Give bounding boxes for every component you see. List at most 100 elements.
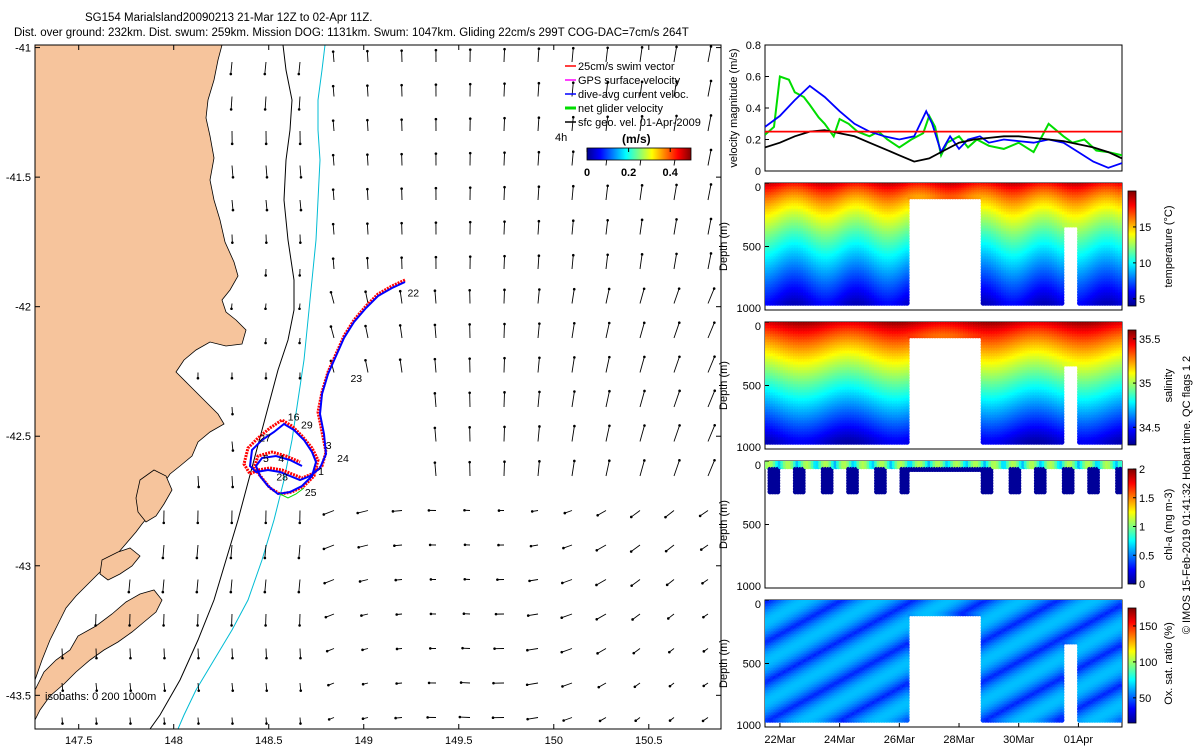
geo-velocity-arrowhead [433, 426, 437, 430]
geo-velocity-arrowhead [361, 682, 365, 686]
geo-velocity-arrow [571, 289, 575, 304]
geo-velocity-arrow [639, 185, 643, 201]
geo-velocity-arrow [196, 544, 199, 558]
geo-velocity-arrow [298, 61, 301, 75]
geo-velocity-arrowhead [713, 424, 716, 427]
geo-velocity-arrowhead [503, 82, 506, 85]
geo-velocity-arrowhead [197, 656, 200, 660]
colorbar-tick-label: 0 [584, 167, 590, 179]
geo-velocity-arrowhead [163, 722, 166, 725]
geo-velocity-arrow [707, 46, 712, 63]
geo-velocity-arrowhead [699, 548, 703, 551]
geo-velocity-arrow [298, 544, 301, 558]
geo-velocity-arrowhead [496, 578, 499, 581]
geo-velocity-arrowhead [323, 581, 326, 585]
isobath-200m [149, 45, 295, 729]
geo-velocity-arrowhead [573, 424, 576, 428]
track-dive-avg-current [248, 281, 406, 496]
velocity-ytick-label: 0.6 [746, 72, 761, 84]
geo-velocity-arrow [605, 254, 609, 270]
geo-velocity-arrow [707, 80, 712, 97]
geo-velocity-arrow [639, 47, 643, 63]
geo-velocity-arrowhead [630, 584, 633, 587]
geo-velocity-arrowhead [463, 543, 467, 547]
track-label: 5 [263, 453, 269, 465]
geo-velocity-arrowhead [678, 459, 681, 462]
geo-velocity-arrow [707, 390, 716, 408]
geo-velocity-arrowhead [643, 459, 646, 462]
geo-velocity-arrowhead [231, 689, 235, 692]
geo-velocity-arrowhead [642, 287, 646, 291]
geo-velocity-arrow [605, 220, 609, 235]
geo-velocity-arrowhead [642, 321, 646, 325]
geo-velocity-arrow [503, 221, 505, 235]
geo-velocity-arrowhead [562, 719, 565, 722]
geo-velocity-arrow [639, 116, 643, 132]
geo-velocity-arrowhead [468, 186, 472, 189]
geo-velocity-arrow [631, 510, 641, 518]
geo-velocity-arrowhead [263, 590, 267, 594]
geo-velocity-arrow [639, 460, 645, 477]
geo-velocity-arrowhead [400, 152, 403, 156]
geo-velocity-arrow [325, 613, 335, 618]
geo-velocity-arrow [366, 258, 369, 270]
geo-velocity-arrow [434, 393, 437, 408]
geo-velocity-arrowhead [503, 151, 506, 154]
geo-velocity-arrowhead [127, 590, 131, 594]
geo-velocity-arrow [503, 49, 505, 63]
geo-velocity-arrow [571, 48, 574, 63]
geo-velocity-arrowhead [606, 253, 609, 257]
geo-velocity-arrow [330, 326, 335, 339]
geo-velocity-arrowhead [677, 321, 681, 325]
geo-velocity-arrow [597, 648, 607, 654]
geo-velocity-arrow [537, 289, 540, 304]
geo-velocity-arrowhead [675, 114, 678, 118]
geo-velocity-arrowhead [468, 288, 471, 292]
geo-velocity-arrowhead [366, 256, 369, 260]
geo-velocity-arrow [631, 579, 641, 587]
geo-velocity-arrowhead [665, 583, 669, 587]
geo-velocity-arrowhead [94, 624, 97, 627]
geo-velocity-arrow [673, 184, 677, 201]
geo-velocity-arrow [332, 155, 335, 166]
geo-velocity-arrowhead [537, 219, 541, 223]
geo-velocity-arrow [128, 579, 131, 593]
geo-velocity-arrowhead [395, 682, 398, 685]
velocity-y-ticks: 00.20.40.60.8 [746, 40, 769, 178]
geo-velocity-arrowhead [468, 460, 471, 464]
geo-velocity-arrowhead [503, 185, 506, 189]
geo-velocity-arrowhead [608, 424, 611, 428]
geo-velocity-arrowhead [299, 208, 303, 212]
geo-velocity-arrowhead [572, 322, 576, 325]
geo-velocity-arrowhead [331, 257, 335, 260]
geo-velocity-arrow [392, 510, 403, 512]
geo-velocity-arrowhead [713, 458, 716, 462]
geo-velocity-arrow [605, 357, 610, 373]
geo-velocity-arrow [707, 322, 715, 339]
geo-velocity-arrow [264, 96, 267, 110]
geo-velocity-arrowhead [701, 581, 704, 585]
geo-velocity-arrow [673, 460, 680, 477]
track-label: 3 [326, 440, 332, 452]
geo-velocity-arrowhead [161, 590, 165, 594]
geo-velocity-arrow [605, 185, 609, 201]
geo-velocity-arrowhead [606, 115, 609, 119]
geo-velocity-arrowhead [264, 521, 268, 525]
geo-velocity-arrow [231, 475, 234, 487]
geo-velocity-arrowhead [571, 219, 575, 223]
geo-velocity-arrowhead [497, 543, 500, 547]
geo-velocity-arrowhead [429, 578, 433, 581]
geo-velocity-arrowhead [597, 685, 601, 689]
geo-velocity-arrowhead [129, 689, 133, 692]
geo-velocity-arrow [605, 116, 609, 132]
geo-velocity-arrowhead [675, 218, 678, 221]
geo-velocity-arrowhead [231, 485, 234, 489]
geo-velocity-arrow [639, 390, 645, 408]
geo-velocity-arrow [571, 255, 574, 270]
geo-velocity-arrowhead [503, 460, 506, 464]
geo-velocity-arrowhead [400, 187, 403, 190]
geo-velocity-arrowhead [571, 253, 575, 257]
geo-velocity-arrowhead [503, 425, 506, 429]
geo-velocity-arrow [571, 391, 575, 408]
geo-velocity-arrowhead [395, 647, 399, 651]
